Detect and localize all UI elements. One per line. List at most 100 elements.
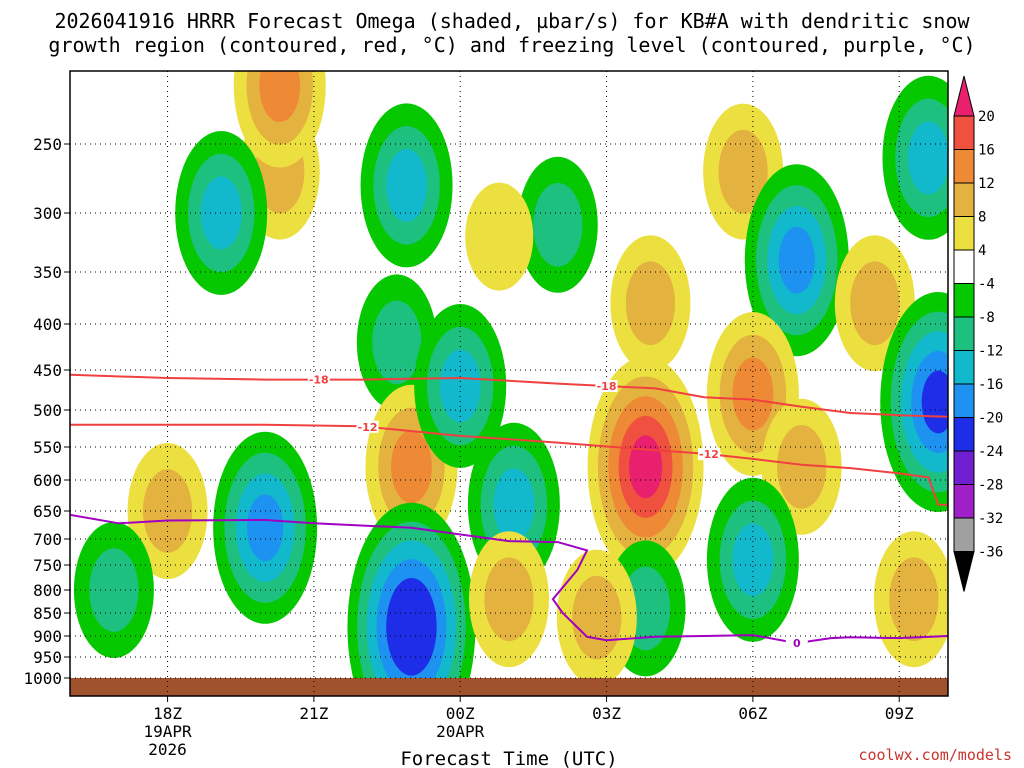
x-tick-label: 06Z (738, 704, 767, 723)
colorbar-level-label: 8 (978, 210, 986, 226)
omega-level-ring (572, 575, 622, 660)
y-tick-label: 300 (33, 204, 62, 223)
contour-line (70, 513, 948, 645)
colorbar-segment (953, 383, 975, 418)
omega-shading (73, 71, 948, 696)
plot-area: -18 -18 -12 -12 0 (70, 71, 948, 696)
contour-label: 0 (793, 637, 801, 650)
omega-cell (465, 182, 534, 291)
omega-level-ring (908, 121, 948, 195)
gridlines (70, 71, 948, 696)
omega-cell (213, 431, 318, 624)
omega-level-ring (889, 557, 939, 642)
omega-cell (347, 502, 476, 696)
colorbar-level-label: -12 (978, 344, 1003, 360)
x-tick-sublabel: 19APR (143, 722, 192, 741)
colorbar-level-label: 4 (978, 243, 986, 259)
plot-frame (69, 70, 949, 697)
omega-cell (880, 292, 948, 512)
colorbar-level-label: -20 (978, 411, 1003, 427)
omega-cell (556, 549, 637, 686)
omega-cell (587, 356, 704, 577)
colorbar-segment (953, 517, 975, 552)
omega-level-ring (732, 357, 774, 431)
y-tick-label: 750 (33, 556, 62, 575)
colorbar-arrow-bottom (953, 551, 975, 592)
watermark: coolwx.com/models (858, 746, 1012, 764)
omega-level-ring (921, 370, 948, 434)
omega-level-ring (247, 494, 284, 562)
contour-label-bg (307, 373, 330, 386)
colorbar-arrow-top (953, 75, 975, 117)
colorbar-segment (953, 115, 975, 150)
y-tick-label: 500 (33, 401, 62, 420)
contour-label: -18 (309, 374, 329, 387)
omega-level-ring (465, 182, 534, 291)
y-tick-label: 800 (33, 581, 62, 600)
colorbar-segment (953, 283, 975, 318)
colorbar-level-label: 20 (978, 109, 995, 125)
y-tick-label: 450 (33, 361, 62, 380)
colorbar-segment (953, 484, 975, 519)
omega-level-ring (89, 548, 139, 632)
chart-title-line-2: growth region (contoured, red, °C) and f… (48, 33, 975, 57)
ground-surface (70, 678, 948, 696)
colorbar-segment (953, 149, 975, 184)
colorbar-segment (953, 316, 975, 351)
x-tick-label: 03Z (592, 704, 621, 723)
y-tick-label: 650 (33, 502, 62, 521)
colorbar-level-label: -28 (978, 478, 1003, 494)
omega-level-ring (493, 468, 535, 542)
colorbar-level-label: -32 (978, 511, 1003, 527)
x-tick-label: 00Z (446, 704, 475, 723)
colorbar-segment (953, 450, 975, 485)
omega-cell (175, 131, 268, 295)
colorbar-segment (953, 350, 975, 385)
y-tick-label: 600 (33, 471, 62, 490)
colorbar-level-label: -36 (978, 545, 1003, 561)
y-tick-label: 400 (33, 315, 62, 334)
omega-level-ring (850, 261, 900, 346)
omega-cell (706, 312, 799, 476)
omega-level-ring (718, 129, 768, 214)
y-tick-label: 1000 (23, 669, 62, 688)
x-tick-label: 18Z (153, 704, 182, 723)
contour-line (70, 373, 948, 418)
omega-level-ring (777, 424, 827, 509)
y-tick-label: 350 (33, 263, 62, 282)
contours: -18 -18 -12 -12 0 (70, 373, 948, 650)
omega-level-ring (391, 430, 432, 504)
x-tick-sublabel: 2026 (148, 740, 187, 759)
omega-cell (744, 164, 849, 357)
x-tick-sublabel: 20APR (436, 722, 485, 741)
contour-label-bg (595, 380, 618, 392)
contour-label: -12 (699, 448, 719, 461)
colorbar-level-label: -4 (978, 277, 995, 293)
colorbar-level-label: -16 (978, 377, 1003, 393)
omega-level-ring (372, 300, 422, 385)
omega-level-ring (386, 577, 437, 676)
omega-level-ring (386, 148, 428, 222)
colorbar-level-label: -8 (978, 310, 995, 326)
x-tick-label: 09Z (885, 704, 914, 723)
contour-label-bg (356, 420, 379, 433)
y-tick-label: 550 (33, 438, 62, 457)
omega-level-ring (259, 71, 301, 123)
y-tick-label: 900 (33, 627, 62, 646)
omega-cell (73, 522, 154, 658)
contour-label: -18 (597, 380, 617, 393)
colorbar-level-label: 16 (978, 143, 995, 159)
omega-level-ring (625, 261, 676, 346)
contour-label-bg (697, 448, 720, 461)
y-tick-label: 850 (33, 604, 62, 623)
colorbar-level-label: -24 (978, 444, 1003, 460)
omega-level-ring (778, 226, 815, 294)
colorbar-segment (953, 216, 975, 251)
omega-level-ring (629, 435, 663, 499)
colorbar-segment (953, 249, 975, 284)
colorbar: 20 16 12 8 4 -4 -8 -12 -16 -20 -24 -28 -32 -36 (953, 75, 1003, 592)
colorbar-level-label: 12 (978, 176, 995, 192)
colorbar-segment (953, 417, 975, 452)
